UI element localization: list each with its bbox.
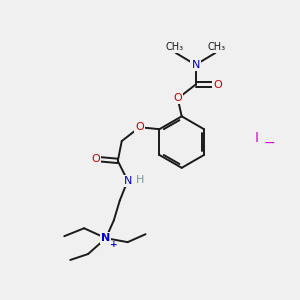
Text: −: −: [263, 136, 275, 150]
Text: N: N: [101, 233, 110, 243]
Text: O: O: [173, 94, 182, 103]
Text: O: O: [213, 80, 222, 90]
Text: N: N: [191, 60, 200, 70]
Text: +: +: [110, 240, 118, 249]
Text: N: N: [124, 176, 132, 186]
Text: I: I: [255, 131, 259, 145]
Text: H: H: [135, 175, 144, 185]
Text: O: O: [135, 122, 144, 132]
Text: CH₃: CH₃: [166, 42, 184, 52]
Text: O: O: [92, 154, 100, 164]
Text: CH₃: CH₃: [207, 42, 225, 52]
